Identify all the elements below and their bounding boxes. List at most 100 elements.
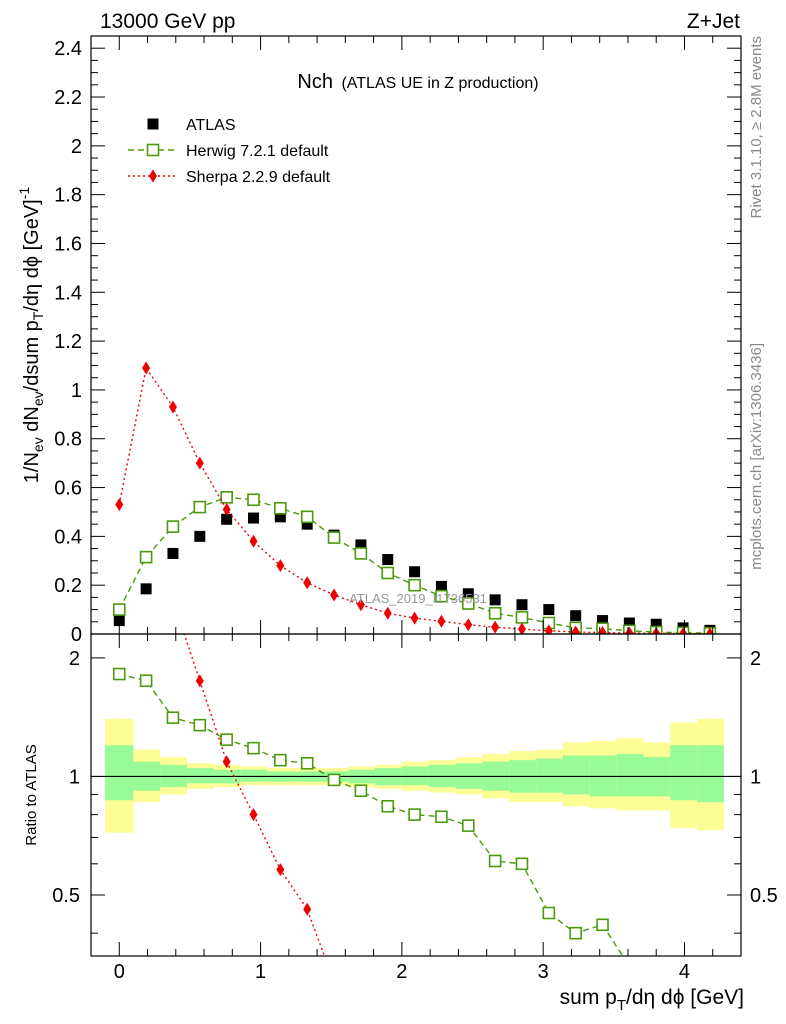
ratio-y-tick-label-left: 0.5: [52, 885, 80, 907]
ratio-herwig-7-2-1-default-point: [488, 854, 502, 868]
ratio-sherpa-2-2-9-default-point: [222, 755, 231, 769]
top-herwig-7-2-1-default-point: [354, 547, 368, 560]
ratio-herwig-7-2-1-default-point: [515, 857, 529, 871]
ratio-series-layer: [112, 466, 635, 989]
top-series-layer: [112, 361, 717, 634]
y-tick-label: 1.8: [54, 185, 82, 207]
top-herwig-7-2-1-default-point: [300, 510, 314, 524]
top-sherpa-2-2-9-default-point: [383, 606, 392, 620]
ratio-herwig-7-2-1-default-point: [247, 741, 260, 755]
top-sherpa-2-2-9-default-point: [195, 456, 204, 470]
top-atlas-point: [274, 511, 286, 523]
header-right: Z+Jet: [687, 10, 740, 33]
y-tick-label: 0.4: [54, 526, 82, 548]
ratio-herwig-7-2-1-default-point: [274, 753, 287, 767]
top-atlas-point: [570, 610, 582, 622]
ratio-band-green-bin: [187, 768, 214, 784]
ratio-herwig-7-2-1-default-point: [327, 773, 341, 787]
top-herwig-7-2-1-default-point: [274, 501, 287, 515]
top-atlas-point: [623, 617, 635, 629]
ratio-herwig-7-2-1-default-point: [354, 784, 368, 798]
ratio-sherpa-2-2-9-default-point: [195, 674, 204, 688]
top-sherpa-2-2-9-default-point: [330, 588, 339, 602]
top-sherpa-2-2-9-default-point: [625, 626, 634, 634]
ratio-sherpa-2-2-9-default-point: [276, 863, 285, 877]
ratio-band-green-bin: [562, 755, 590, 795]
top-atlas-point: [382, 554, 394, 566]
analysis-watermark: ATLAS_2019_I1736531: [349, 591, 487, 606]
y-tick-label: 2.2: [54, 87, 82, 109]
y-tick-label: 1.2: [54, 331, 82, 353]
top-herwig-7-2-1-default-point: [381, 566, 395, 580]
ratio-herwig-7-2-1-default-point: [193, 718, 207, 732]
top-sherpa-2-2-9-default-point: [705, 627, 714, 634]
top-sherpa-2-2-9-default-point: [544, 624, 553, 634]
y-axis-label-top: 1/Nev dNev/dsum pT/dη dϕ [GeV]-1: [16, 187, 46, 484]
top-atlas-point: [543, 604, 555, 616]
ratio-plot-frame: [90, 633, 742, 957]
mcplots-reference: mcplots.cern.ch [arXiv:1306.3436]: [748, 343, 765, 570]
top-atlas-point: [409, 566, 421, 578]
x-tick-label: 3: [538, 961, 549, 983]
top-sherpa-2-2-9-default-point: [598, 626, 607, 634]
top-herwig-7-2-1-default-point: [247, 493, 260, 507]
header-left: 13000 GeV pp: [100, 10, 235, 33]
y-tick-label: 0: [71, 624, 82, 646]
axis-tick-labels: 0 1 2 3 4 0 0.2 0.4 0.6 0.8 1 1.2 1.4 1.6 1.8 2 2.2 2.4 0.…: [52, 38, 778, 983]
top-atlas-point: [301, 518, 313, 530]
ratio-y-tick-label-left: 2: [69, 648, 80, 670]
y-tick-label: 1.6: [54, 233, 82, 255]
top-sherpa-2-2-9-default-point: [410, 611, 419, 625]
ratio-sherpa-2-2-9-default-point: [249, 808, 258, 822]
top-atlas-point: [194, 530, 206, 542]
x-tick-label: 0: [114, 961, 125, 983]
top-atlas-point: [462, 588, 474, 600]
top-sherpa-2-2-9-default-point: [222, 503, 231, 517]
ratio-herwig-7-2-1-default-point: [220, 733, 233, 746]
top-atlas-point: [435, 580, 447, 592]
ratio-band-green-bin: [240, 769, 268, 782]
ratio-herwig-7-2-1-default-point: [408, 808, 421, 821]
top-herwig-7-2-1-default-point: [112, 603, 126, 616]
top-sherpa-2-2-9-default-point: [168, 400, 177, 414]
legend-atlas-marker: [147, 118, 159, 130]
axis-ticks: [90, 35, 742, 956]
top-atlas-point: [650, 618, 662, 630]
top-sherpa-2-2-9-default-point: [517, 622, 526, 634]
x-tick-label: 4: [679, 961, 690, 983]
y-tick-label: 2.4: [54, 38, 82, 60]
top-atlas-point: [355, 539, 367, 551]
ratio-sherpa-2-2-9-default-point: [142, 466, 150, 479]
ratio-sherpa-2-2-9-default-point: [169, 594, 177, 607]
legend: ATLAS Herwig 7.2.1 default Sherpa 2.2.9 de…: [128, 117, 331, 186]
ratio-herwig-7-2-1-default-point: [569, 926, 582, 940]
top-atlas-point: [597, 615, 609, 627]
legend-atlas-label: ATLAS: [186, 117, 236, 134]
x-axis-label: sum pT/dη dϕ [GeV]: [560, 986, 744, 1014]
y-tick-label: 0.2: [54, 575, 82, 597]
top-herwig-7-2-1-default-point: [220, 491, 233, 504]
y-axis-label-ratio: Ratio to ATLAS: [23, 744, 40, 845]
top-sherpa-2-2-9-default-point: [356, 598, 365, 612]
top-atlas-point: [489, 594, 501, 606]
ratio-band-green-bin: [670, 745, 698, 801]
top-herwig-7-2-1-default-point: [327, 531, 341, 544]
ratio-herwig-7-2-1-default-point: [461, 819, 475, 832]
ratio-y-tick-label-right: 2: [750, 648, 761, 670]
ratio-herwig-7-2-1-default-point: [624, 961, 635, 972]
ratio-herwig-7-2-1-default-line: [119, 673, 624, 956]
legend-herwig-7-2-1-default-label: Herwig 7.2.1 default: [186, 143, 329, 160]
ratio-herwig-7-2-1-default-point: [542, 906, 556, 920]
legend-herwig-7-2-1-default-marker: [146, 143, 160, 157]
ratio-sherpa-2-2-9-default-point: [330, 976, 338, 989]
top-herwig-7-2-1-default-point: [193, 500, 207, 514]
ratio-band-green-bin: [616, 754, 644, 797]
top-atlas-point: [140, 583, 152, 595]
top-sherpa-2-2-9-default-point: [437, 614, 446, 628]
ratio-band-green-bin: [105, 745, 134, 801]
top-sherpa-2-2-9-default-point: [679, 627, 688, 634]
top-sherpa-2-2-9-default-point: [464, 618, 473, 632]
plot-title: Nch (ATLAS UE in Z production): [297, 71, 538, 93]
ratio-sherpa-2-2-9-default-line: [183, 634, 326, 956]
